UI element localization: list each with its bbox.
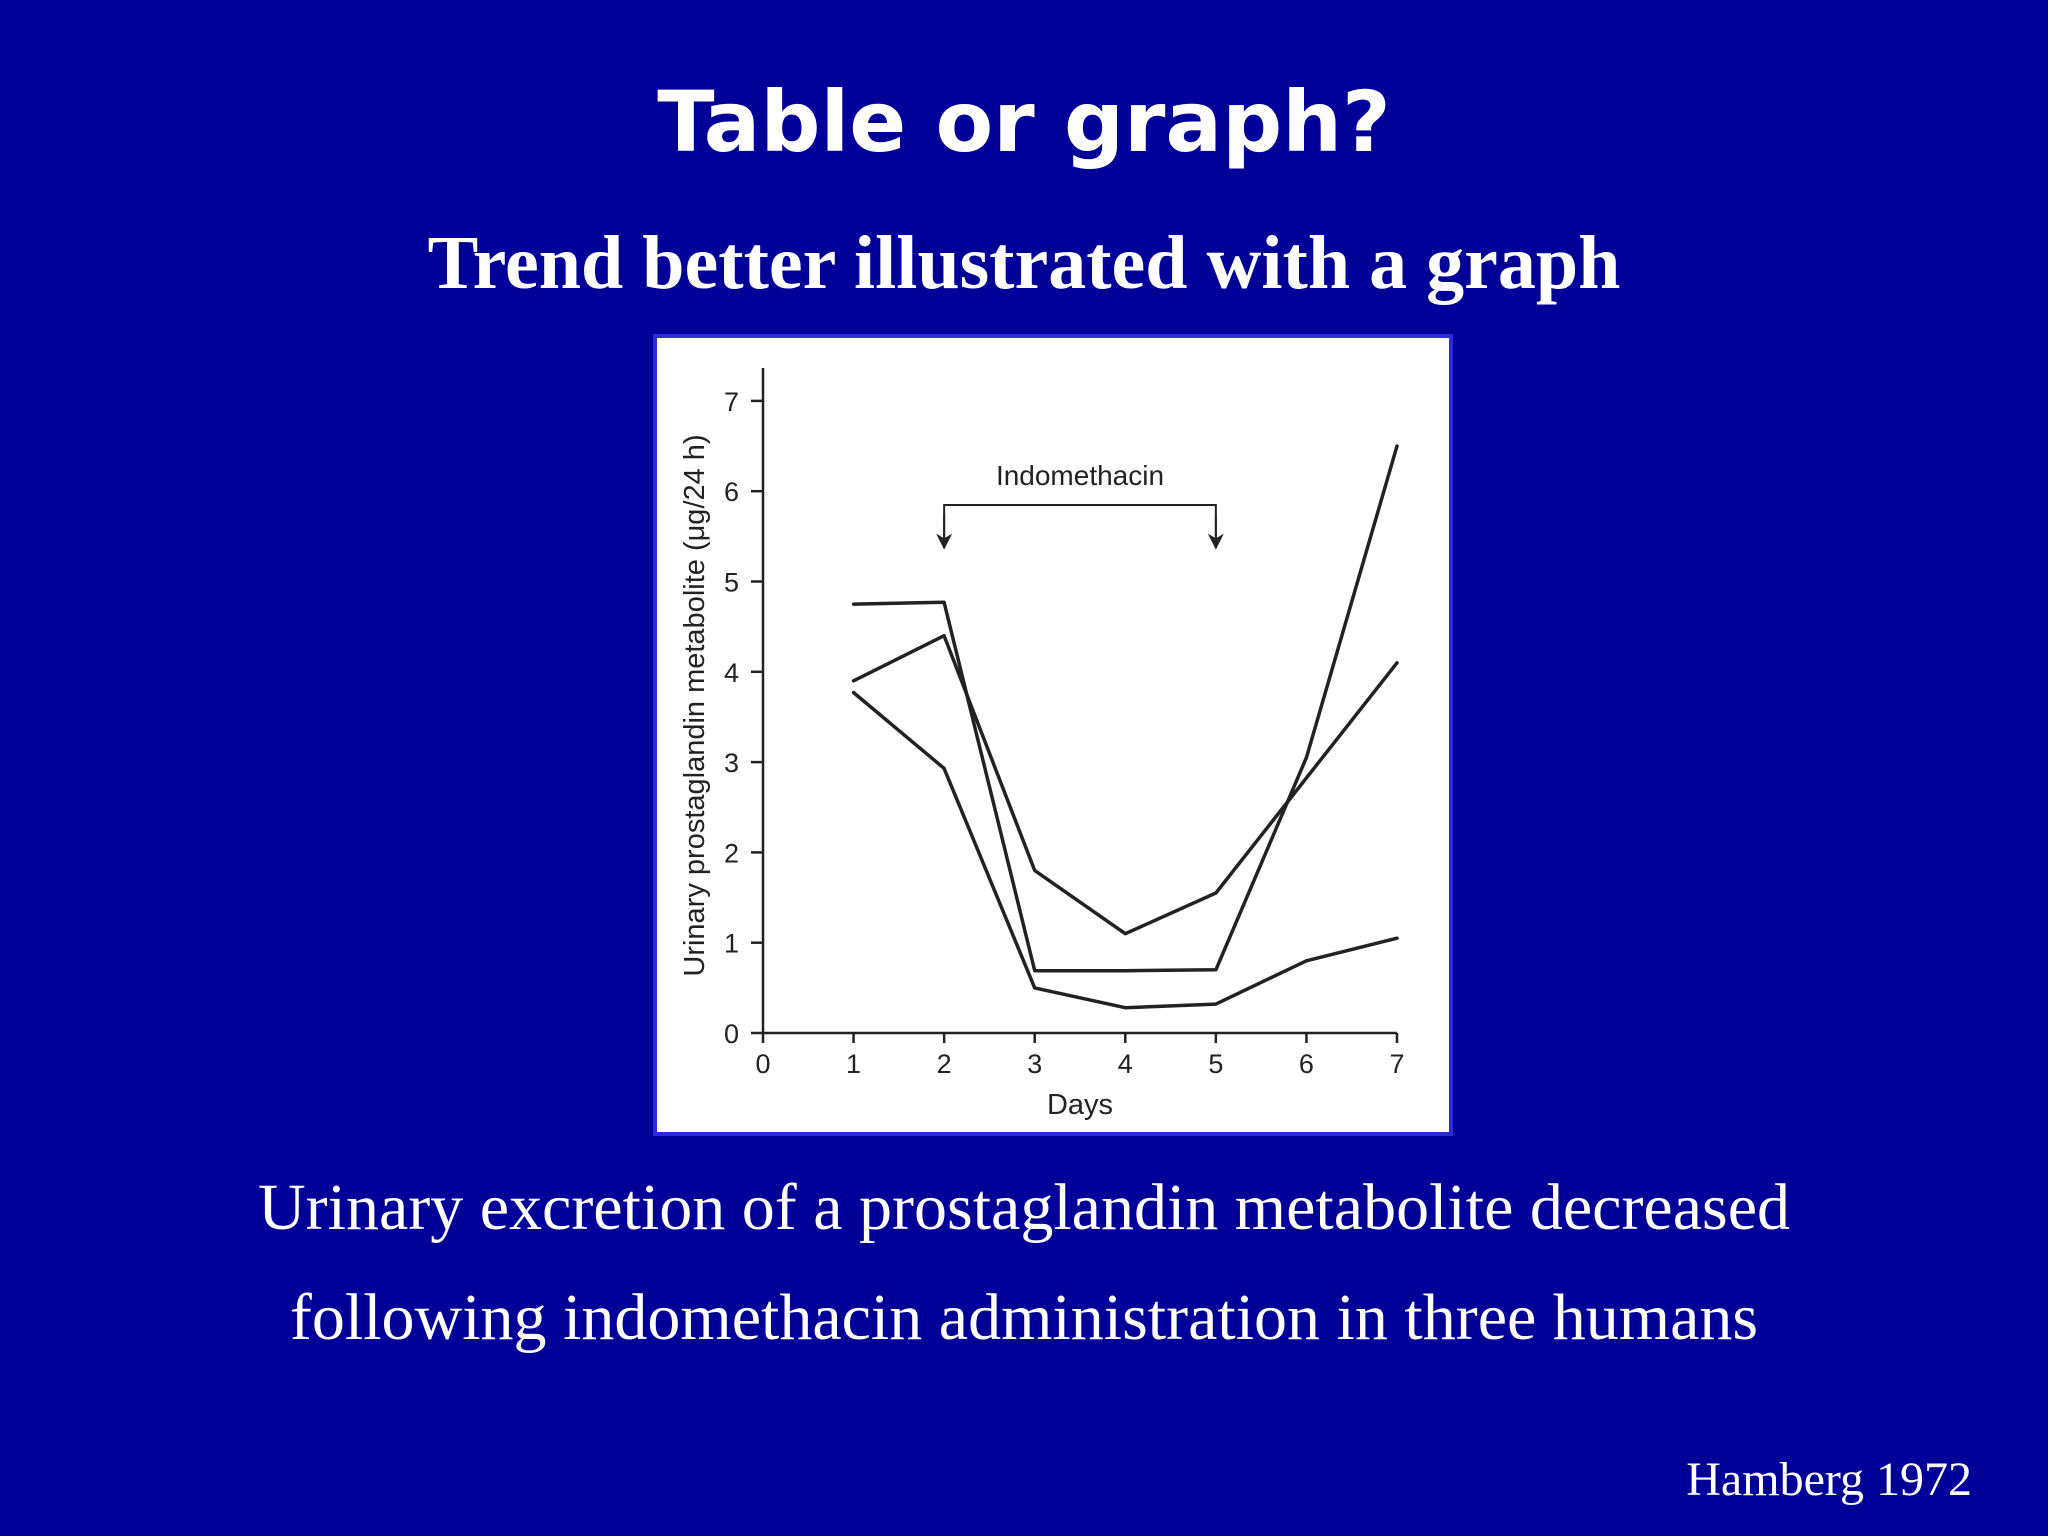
citation: Hamberg 1972 bbox=[1686, 1453, 1972, 1506]
x-axis-label: Days bbox=[1047, 1089, 1113, 1121]
x-tick-label: 6 bbox=[1299, 1049, 1314, 1079]
x-tick-label: 5 bbox=[1208, 1049, 1223, 1079]
x-tick-label: 0 bbox=[755, 1049, 770, 1079]
y-tick-label: 3 bbox=[724, 748, 739, 778]
series-line-2 bbox=[851, 633, 1399, 936]
caption-line-1: Urinary excretion of a prostaglandin met… bbox=[257, 1171, 1791, 1244]
slide-subtitle: Trend better illustrated with a graph bbox=[427, 221, 1621, 305]
y-tick-label: 0 bbox=[724, 1019, 739, 1049]
x-tick-label: 3 bbox=[1027, 1049, 1042, 1079]
chart-panel: 0 1 2 3 4 5 6 7 0 1 2 3 4 5 6 7 Indomethacin Days Urina… bbox=[653, 334, 1453, 1136]
slide-title: Table or graph? bbox=[657, 73, 1391, 171]
y-tick-label: 7 bbox=[724, 387, 739, 417]
chart-axes: 0 1 2 3 4 5 6 7 0 1 2 3 4 5 6 7 bbox=[724, 368, 1405, 1079]
line-chart: 0 1 2 3 4 5 6 7 0 1 2 3 4 5 6 7 Indomethacin Days Urina… bbox=[679, 368, 1405, 1121]
x-tick-label: 4 bbox=[1118, 1049, 1133, 1079]
series-line-3 bbox=[851, 690, 1399, 1010]
y-tick-label: 2 bbox=[724, 838, 739, 868]
y-tick-label: 6 bbox=[724, 477, 739, 507]
y-tick-label: 5 bbox=[724, 568, 739, 598]
series-line-1 bbox=[851, 444, 1399, 973]
x-tick-label: 7 bbox=[1389, 1049, 1404, 1079]
y-axis-label: Urinary prostaglandin metabolite (μg/24 … bbox=[679, 434, 711, 976]
x-tick-label: 2 bbox=[937, 1049, 952, 1079]
annotation-label: Indomethacin bbox=[996, 460, 1164, 491]
chart-series bbox=[851, 444, 1399, 1010]
y-tick-label: 1 bbox=[724, 929, 739, 959]
annotation-bracket bbox=[943, 504, 1217, 548]
x-tick-label: 1 bbox=[846, 1049, 861, 1079]
indomethacin-annotation: Indomethacin bbox=[936, 460, 1224, 550]
caption-line-2: following indomethacin administration in… bbox=[289, 1281, 1759, 1354]
y-tick-label: 4 bbox=[724, 658, 739, 688]
